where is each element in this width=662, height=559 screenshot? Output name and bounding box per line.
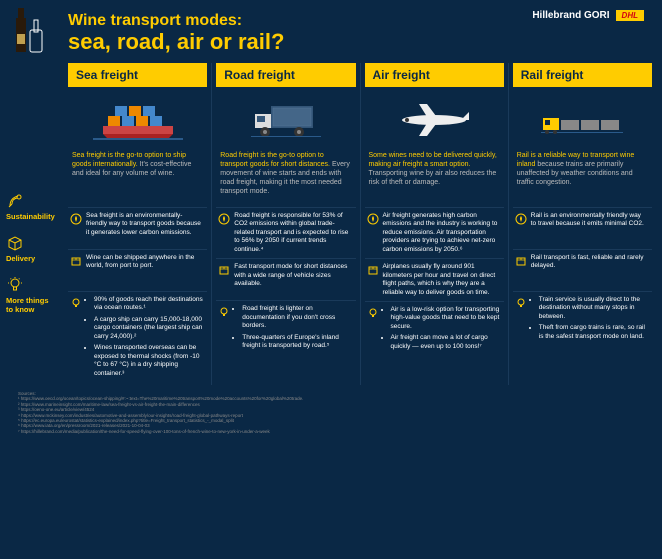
column-head: Air freight [365,63,504,87]
sustainability-cell: Road freight is responsible for 53% of C… [216,207,355,258]
column-head: Rail freight [513,63,652,87]
sources: Sources:¹ https://www.oecd.org/ocean/top… [0,385,662,440]
sustainability-cell: Rail is an environmentally friendly way … [513,207,652,249]
wine-bottle-icon [14,6,52,61]
ship-icon [68,93,207,143]
box-icon [6,234,24,252]
box-icon [515,255,527,267]
bulb-icon [367,307,379,319]
truck-icon [216,93,355,143]
box-icon [70,255,82,267]
more-bullet: A cargo ship can carry 15,000-18,000 car… [94,316,203,341]
box-icon [367,264,379,276]
intro-text: Road freight is the go-to option to tran… [216,149,355,207]
sidebar-bulb: More things to know [6,270,56,348]
column-head: Sea freight [68,63,207,87]
more-cell: Air is a low-risk option for transportin… [365,301,504,379]
leaf-icon [6,192,24,210]
column-train: Rail freight Rail is a reliable way to tr… [508,63,656,385]
bulb-icon [515,297,527,309]
box-icon [218,264,230,276]
sustainability-cell: Sea freight is an environmentally-friend… [68,207,207,249]
more-bullet: Air is a low-risk option for transportin… [391,306,500,331]
sidebar-label: More things to know [6,296,56,314]
brand-badge: Hillebrand GORI DHL [532,10,644,21]
delivery-cell: Wine can be shipped anywhere in the worl… [68,249,207,291]
bulb-icon [70,297,82,309]
brand-name: Hillebrand GORI [532,10,609,21]
bulb-icon [6,276,24,294]
source-line: ⁷ https://hillebrand.com/media/publicati… [18,429,644,434]
more-bullet: Air freight can move a lot of cargo quic… [391,334,500,351]
more-bullet: Three-quarters of Europe's inland freigh… [242,334,351,351]
delivery-cell: Airplanes usually fly around 901 kilomet… [365,258,504,301]
sidebar-box: Delivery [6,228,56,270]
column-truck: Road freight Road freight is the go-to op… [211,63,359,385]
sidebar-label: Delivery [6,254,35,263]
column-head: Road freight [216,63,355,87]
leaf-icon [515,213,527,225]
columns: Sea freight Sea freight is the go-to opti… [58,63,662,385]
plane-icon [365,93,504,143]
leaf-icon [70,213,82,225]
leaf-icon [218,213,230,225]
title-main: sea, road, air or rail? [68,29,644,55]
more-bullet: Road freight is lighter on documentation… [242,305,351,330]
more-bullet: Train service is usually direct to the d… [539,296,648,321]
leaf-icon [367,213,379,225]
sidebar-label: Sustainability [6,212,55,221]
header: Hillebrand GORI DHL Wine transport modes… [0,0,662,63]
sidebar: Sustainability Delivery More things to kno… [6,186,56,348]
bulb-icon [218,306,230,318]
more-bullet: Wines transported overseas can be expose… [94,344,203,378]
delivery-cell: Rail transport is fast, reliable and rar… [513,249,652,291]
more-cell: Road freight is lighter on documentation… [216,300,355,378]
more-bullet: Theft from cargo trains is rare, so rail… [539,324,648,341]
more-cell: Train service is usually direct to the d… [513,291,652,369]
sustainability-cell: Air freight generates high carbon emissi… [365,207,504,258]
column-plane: Air freight Some wines need to be deliver… [360,63,508,385]
more-cell: 90% of goods reach their destinations vi… [68,291,207,385]
sidebar-leaf: Sustainability [6,186,56,228]
train-icon [513,93,652,143]
dhl-badge: DHL [616,10,644,21]
intro-text: Sea freight is the go-to option to ship … [68,149,207,207]
column-ship: Sea freight Sea freight is the go-to opti… [64,63,211,385]
intro-text: Rail is a reliable way to transport wine… [513,149,652,207]
delivery-cell: Fast transport mode for short distances … [216,258,355,300]
intro-text: Some wines need to be delivered quickly,… [365,149,504,207]
more-bullet: 90% of goods reach their destinations vi… [94,296,203,313]
